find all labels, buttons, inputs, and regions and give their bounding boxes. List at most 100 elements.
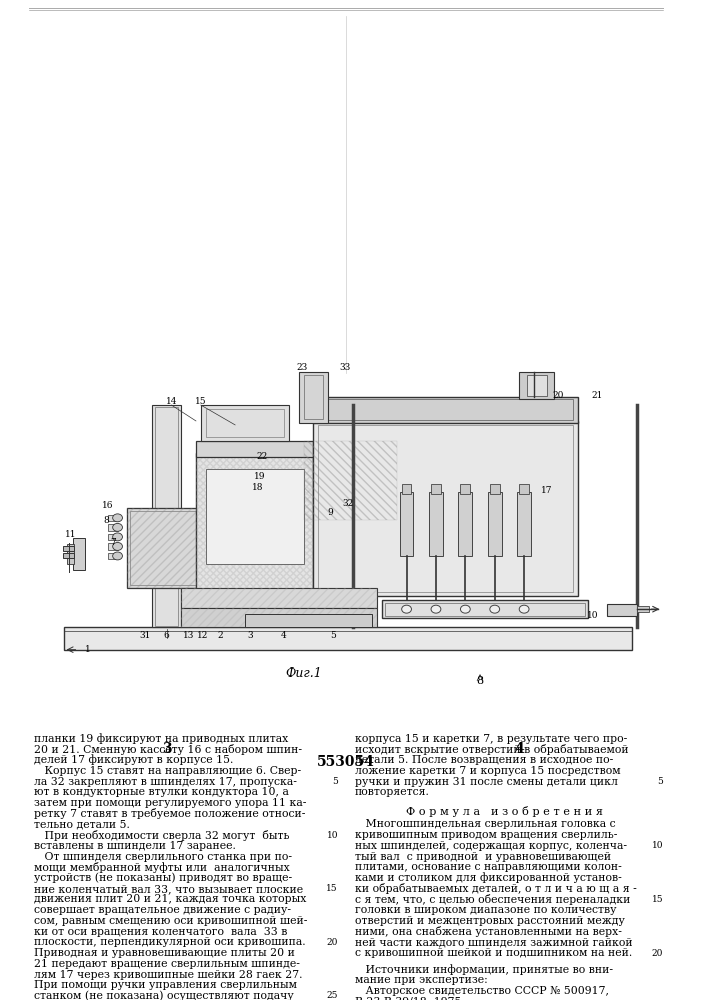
Circle shape [112,552,122,560]
Text: 31: 31 [139,631,151,640]
Bar [74,538,86,570]
Bar [458,492,472,556]
Bar [66,544,74,564]
Text: 7: 7 [110,538,115,547]
Text: ней части каждого шпинделя зажимной гайкой: ней части каждого шпинделя зажимной гайк… [355,937,632,947]
Text: Корпус 15 ставят на направляющие 6. Свер-: Корпус 15 ставят на направляющие 6. Свер… [34,766,301,776]
Text: От шпинделя сверлильного станка при по-: От шпинделя сверлильного станка при по- [34,852,292,862]
Text: 13: 13 [183,631,194,640]
Text: устройств (не показаны) приводят во враще-: устройств (не показаны) приводят во вращ… [34,873,293,883]
Text: Приводная и уравновешивающие плиты 20 и: Приводная и уравновешивающие плиты 20 и [34,948,295,958]
Text: ручки и пружин 31 после смены детали цикл: ручки и пружин 31 после смены детали цик… [355,777,617,787]
Text: ки обрабатываемых деталей, о т л и ч а ю щ а я -: ки обрабатываемых деталей, о т л и ч а ю… [355,883,636,894]
Bar [519,372,554,399]
Bar [318,425,573,592]
Bar [313,421,578,596]
Text: ние коленчатый вал 33, что вызывает плоские: ние коленчатый вал 33, что вызывает плос… [34,884,303,894]
Text: 20 и 21. Сменную кассету 16 с набором шпин-: 20 и 21. Сменную кассету 16 с набором шп… [34,744,303,755]
Bar [518,492,531,556]
Text: ними, она снабжена установленными на верх-: ними, она снабжена установленными на вер… [355,926,621,937]
Text: ками и столиком для фиксированной установ-: ками и столиком для фиксированной устано… [355,873,621,883]
Text: 10: 10 [652,841,663,850]
Text: 8: 8 [103,516,109,525]
Text: тый вал  с приводной  и уравновешивающей: тый вал с приводной и уравновешивающей [355,852,611,862]
Bar [385,603,585,616]
Text: 16: 16 [102,501,114,510]
Bar [299,372,328,423]
Text: головки в широком диапазоне по количеству: головки в широком диапазоне по количеств… [355,905,616,915]
Text: 12: 12 [197,631,209,640]
Text: 553054: 553054 [317,755,375,769]
Bar [155,407,178,626]
Bar [63,553,74,558]
Bar [63,546,74,551]
Text: совершает вращательное движение с радиу-: совершает вращательное движение с радиу- [34,905,291,915]
Bar [127,508,206,588]
Text: 9: 9 [327,508,333,517]
Text: с кривошипной шейкой и подшипником на ней.: с кривошипной шейкой и подшипником на не… [355,948,632,958]
Text: 5: 5 [332,777,338,786]
Text: При помощи ручки управления сверлильным: При помощи ручки управления сверлильным [34,980,297,990]
Text: 15: 15 [327,884,338,893]
Text: 4: 4 [281,631,287,640]
Text: повторяется.: повторяется. [355,787,430,797]
Text: 5: 5 [330,631,336,640]
Text: тельно детали 5.: тельно детали 5. [34,819,130,829]
Text: 3: 3 [247,631,252,640]
Text: 22: 22 [257,452,268,461]
Text: В 23 В 39/18, 1975.: В 23 В 39/18, 1975. [355,996,464,1000]
Text: 20: 20 [553,391,564,400]
Bar [107,534,117,540]
Text: 21 передают вращение сверлильным шпинде-: 21 передают вращение сверлильным шпинде- [34,959,300,969]
Text: 20: 20 [652,949,663,958]
Circle shape [112,523,122,531]
Bar [429,492,443,556]
Text: мание при экспертизе:: мание при экспертизе: [355,975,487,985]
Bar [431,484,441,494]
Text: ки от оси вращения коленчатого  вала  33 в: ки от оси вращения коленчатого вала 33 в [34,927,288,937]
Bar [181,608,377,627]
Text: Многошпиндельная сверлильная головка с: Многошпиндельная сверлильная головка с [355,819,615,829]
Text: делей 17 фиксируют в корпусе 15.: делей 17 фиксируют в корпусе 15. [34,755,233,765]
Bar [527,375,547,396]
Circle shape [460,605,470,613]
Bar [107,553,117,559]
Text: 15: 15 [195,397,206,406]
Bar [460,484,470,494]
Text: 4: 4 [515,742,524,756]
Text: ретку 7 ставят в требуемое положение относи-: ретку 7 ставят в требуемое положение отн… [34,808,305,819]
Bar [304,441,397,520]
Text: движения плит 20 и 21, каждая точка которых: движения плит 20 и 21, каждая точка кото… [34,894,307,904]
Bar [304,375,323,419]
Text: исходит вскрытие отверстий в обрабатываемой: исходит вскрытие отверстий в обрабатывае… [355,744,629,755]
Bar [196,453,313,604]
Text: При необходимости сверла 32 могут  быть: При необходимости сверла 32 могут быть [34,830,290,841]
Text: мощи мембранной муфты или  аналогичных: мощи мембранной муфты или аналогичных [34,862,290,873]
Text: 23: 23 [296,363,308,372]
Circle shape [112,542,122,550]
Text: 10: 10 [587,611,598,620]
Circle shape [112,533,122,541]
Bar [196,453,313,604]
Bar [402,484,411,494]
Text: вставлены в шпиндели 17 заранее.: вставлены в шпиндели 17 заранее. [34,841,236,851]
Bar [196,441,313,457]
Bar [130,511,203,585]
Bar [490,484,500,494]
Bar [488,492,501,556]
Text: 3: 3 [162,742,171,756]
Text: 6: 6 [163,631,170,640]
Text: 25: 25 [327,991,338,1000]
Text: 21: 21 [592,391,603,400]
Text: Фиг.1: Фиг.1 [286,667,322,680]
Bar [313,397,578,423]
Text: 11: 11 [65,530,76,539]
Circle shape [402,605,411,613]
Text: 15: 15 [652,895,663,904]
Text: 1: 1 [86,645,91,654]
Text: кривошипным приводом вращения сверлиль-: кривошипным приводом вращения сверлиль- [355,830,617,840]
Circle shape [490,605,500,613]
Text: 32: 32 [342,499,354,508]
Text: ных шпинделей, содержащая корпус, коленча-: ных шпинделей, содержащая корпус, коленч… [355,841,626,851]
Text: с я тем, что, с целью обеспечения переналадки: с я тем, что, с целью обеспечения перена… [355,894,630,905]
